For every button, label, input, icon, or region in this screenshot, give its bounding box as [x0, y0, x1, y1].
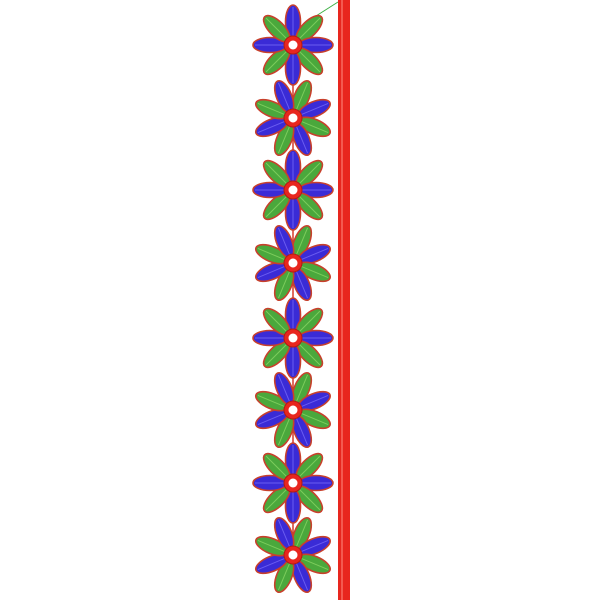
flower-center	[288, 258, 298, 268]
petal-vein	[277, 270, 291, 299]
petal-vein	[295, 562, 309, 591]
petal-vein	[257, 394, 286, 408]
petal-vein	[295, 270, 309, 299]
petal-vein	[277, 125, 291, 154]
petal-vein	[265, 310, 288, 333]
flower	[254, 79, 332, 157]
petal-vein	[295, 227, 309, 256]
petal-vein	[298, 17, 321, 40]
flower-center	[288, 550, 298, 560]
petal-vein	[277, 562, 291, 591]
petal-vein	[300, 120, 329, 134]
petal-vein	[300, 412, 329, 426]
petal-vein	[300, 394, 329, 408]
petal-vein	[277, 417, 291, 446]
petal-vein	[300, 539, 329, 553]
flower	[252, 297, 334, 379]
flower-center	[288, 478, 298, 488]
petal-vein	[265, 455, 288, 478]
red-border-highlight	[341, 0, 343, 600]
petal-vein	[277, 227, 291, 256]
petal-vein	[265, 195, 288, 218]
petal-vein	[257, 412, 286, 426]
petal-vein	[300, 265, 329, 279]
petal-vein	[298, 343, 321, 366]
flower-center	[288, 113, 298, 123]
flower-center	[288, 40, 298, 50]
petal-vein	[298, 50, 321, 73]
flower	[254, 224, 332, 302]
petal-vein	[298, 455, 321, 478]
petal-vein	[257, 539, 286, 553]
petal-vein	[257, 265, 286, 279]
petal-vein	[265, 488, 288, 511]
petal-vein	[298, 488, 321, 511]
petal-vein	[298, 195, 321, 218]
petal-vein	[265, 17, 288, 40]
petal-vein	[300, 557, 329, 571]
petal-vein	[300, 247, 329, 261]
petal-vein	[298, 162, 321, 185]
flower-center	[288, 405, 298, 415]
petal-vein	[295, 374, 309, 403]
flower-center	[288, 333, 298, 343]
flower	[252, 149, 334, 231]
petal-vein	[295, 125, 309, 154]
petal-vein	[295, 417, 309, 446]
petal-vein	[277, 374, 291, 403]
petal-vein	[277, 82, 291, 111]
petal-vein	[265, 162, 288, 185]
flower	[254, 516, 332, 594]
flower	[252, 442, 334, 524]
petal-vein	[295, 82, 309, 111]
petal-vein	[300, 102, 329, 116]
petal-vein	[257, 102, 286, 116]
petal-vein	[277, 519, 291, 548]
red-border	[338, 0, 350, 600]
petal-vein	[295, 519, 309, 548]
flower	[252, 4, 334, 86]
petal-vein	[257, 120, 286, 134]
flower-center	[288, 185, 298, 195]
petal-vein	[257, 557, 286, 571]
petal-vein	[257, 247, 286, 261]
petal-vein	[265, 50, 288, 73]
petal-vein	[265, 343, 288, 366]
petal-vein	[298, 310, 321, 333]
flower	[254, 371, 332, 449]
thread-line	[315, 1, 339, 17]
